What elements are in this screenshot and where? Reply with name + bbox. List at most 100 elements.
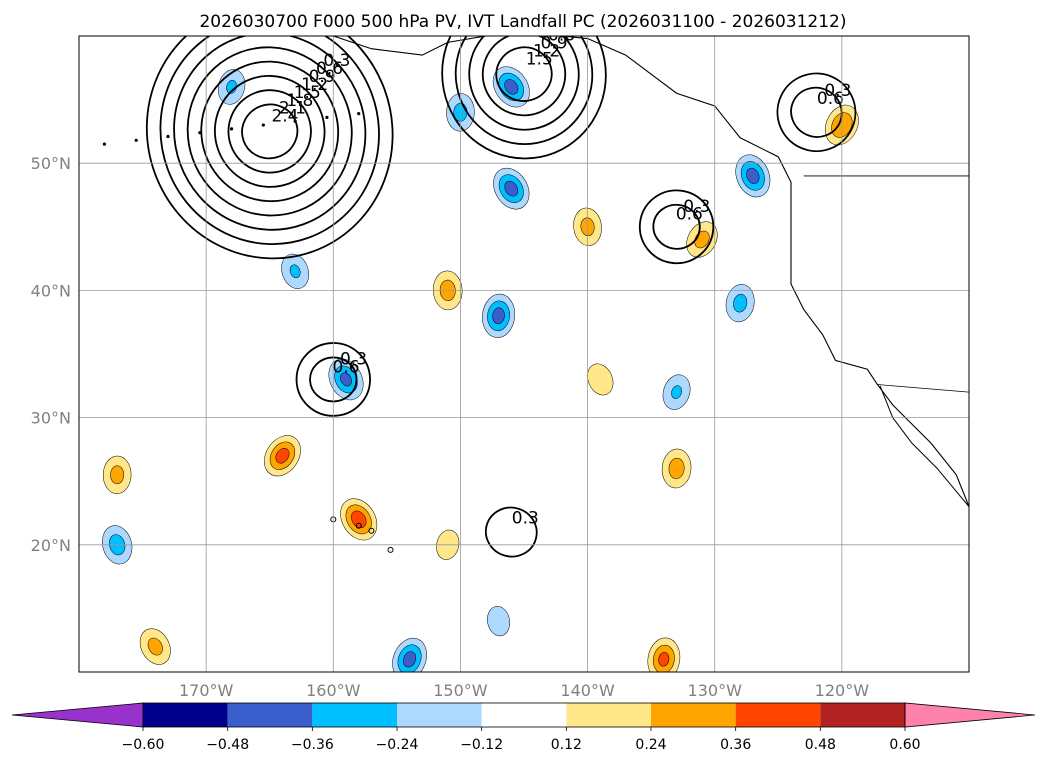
pc-shade-level <box>340 372 352 387</box>
pc-anomaly-negative <box>487 606 511 637</box>
pc-shade-level <box>487 606 511 637</box>
island <box>355 522 362 529</box>
pc-anomaly-negative <box>725 284 755 323</box>
colorbar-segment <box>651 703 736 727</box>
pc-anomaly-positive <box>264 435 301 477</box>
colorbar-segment <box>820 703 905 727</box>
y-tick-label: 50°N <box>31 154 71 173</box>
x-tick-label: 140°W <box>560 681 615 700</box>
contour-label: 2.4 <box>271 107 298 127</box>
colorbar-tick-label: −0.60 <box>122 737 165 753</box>
pc-anomaly-positive <box>661 448 692 489</box>
colorbar-segment <box>566 703 651 727</box>
pv-contour-line <box>200 60 340 203</box>
pc-shade-level <box>403 651 417 668</box>
colorbar-tick-label: −0.36 <box>291 737 334 753</box>
pc-shade-level <box>658 652 670 667</box>
map-frame <box>78 35 970 673</box>
pc-shade-level <box>351 510 367 529</box>
colorbar-segment <box>397 703 482 727</box>
colorbar-tick-label: −0.12 <box>460 737 503 753</box>
pv-contour-line <box>454 36 594 145</box>
y-tick-label: 40°N <box>31 281 71 300</box>
pc-anomaly-positive <box>102 455 132 494</box>
contour-label: 1.5 <box>526 49 553 69</box>
colorbar-tick-label: −0.48 <box>206 737 249 753</box>
pc-shade-level <box>587 363 614 396</box>
pc-anomaly-negative <box>735 154 771 198</box>
pc-shade-level <box>671 385 682 399</box>
island <box>102 142 107 146</box>
colorbar-frame <box>142 702 906 728</box>
pc-shade-level <box>504 180 519 197</box>
pv-contour-line <box>484 506 538 558</box>
pv-contour-line <box>241 103 299 160</box>
coastlines <box>102 36 969 553</box>
x-tick-label: 150°W <box>433 681 488 700</box>
pv-contour-line <box>481 36 567 117</box>
colorbar-segment <box>735 703 821 727</box>
colorbar-tick-label: 0.12 <box>551 737 582 753</box>
pv-contour-line <box>295 342 371 417</box>
colorbar: −0.60 −0.48 −0.36 −0.24 −0.12 0.12 0.24 0.36 0.4… <box>11 702 1036 753</box>
contour-label: 1.8 <box>286 91 313 111</box>
x-tick-label: 160°W <box>306 681 361 700</box>
pc-shade-level <box>733 293 748 313</box>
pv-contour-line <box>159 36 380 245</box>
contour-label: 0.3 <box>683 197 710 217</box>
pc-anomaly-negative <box>392 637 427 672</box>
pc-anomaly-negative <box>492 66 530 108</box>
pv-contour-line <box>441 36 607 160</box>
colorbar-segment <box>312 703 397 727</box>
pc-anomaly-negative <box>662 374 691 410</box>
coastline-baja <box>879 385 969 507</box>
x-tick-label: 130°W <box>688 681 743 700</box>
pc-anomaly-positive <box>139 628 171 665</box>
colorbar-segment <box>481 703 567 727</box>
y-tick-labels: 20°N 30°N 40°N 50°N <box>31 154 71 555</box>
pc-shade-level <box>746 167 760 184</box>
gridlines <box>79 36 969 672</box>
colorbar-tick-label: 0.60 <box>889 737 920 753</box>
pv-contour-line <box>227 89 312 174</box>
pc-anomaly-negative <box>281 253 310 289</box>
island <box>134 138 138 142</box>
pv-contour-line <box>776 72 857 153</box>
pv-contour-line <box>145 36 394 260</box>
colorbar-tick-label: 0.24 <box>635 737 666 753</box>
contour-label: 0.6 <box>817 89 844 109</box>
map-background <box>79 36 969 672</box>
island <box>368 527 375 534</box>
pc-shade-level <box>275 448 290 464</box>
colorbar-extend-low <box>11 702 144 728</box>
contour-label: 0.9 <box>309 67 336 87</box>
island <box>166 134 170 139</box>
pv-contour-system: 0.30.60.91.21.51.82.12.4 <box>145 36 394 260</box>
island <box>229 127 234 131</box>
pv-contour-line <box>213 74 326 188</box>
contour-label: 1.2 <box>533 42 560 62</box>
pv-contour-system: 0.30.6 <box>776 72 857 153</box>
island <box>261 123 265 127</box>
map-area: 0.30.60.91.21.51.82.12.40.30.60.91.21.50… <box>51 18 970 673</box>
pc-anomaly-positive <box>51 438 82 474</box>
contour-label: 0.6 <box>316 59 343 79</box>
contour-label: 0.3 <box>555 18 582 38</box>
island <box>357 111 361 116</box>
colorbar-tick-label: 0.48 <box>805 737 836 753</box>
pc-anomaly-positive <box>647 637 681 672</box>
pc-anomaly-negative <box>493 167 530 210</box>
pv-contour-line <box>173 36 367 231</box>
pv-contour-line <box>790 86 843 138</box>
contour-label: 2.1 <box>279 99 306 119</box>
pv-contours: 0.30.60.91.21.51.82.12.40.30.60.91.21.50… <box>145 18 857 558</box>
colorbar-segment <box>143 703 228 727</box>
pc-shade-level <box>289 264 301 279</box>
contour-label: 0.6 <box>333 357 360 377</box>
pc-shade-level <box>504 79 519 95</box>
pc-shade-level <box>492 307 505 325</box>
pc-shading <box>51 66 859 672</box>
x-tick-label: 170°W <box>179 681 234 700</box>
chart-title: 2026030700 F000 500 hPa PV, IVT Landfall… <box>199 12 846 32</box>
y-tick-label: 20°N <box>31 536 71 555</box>
